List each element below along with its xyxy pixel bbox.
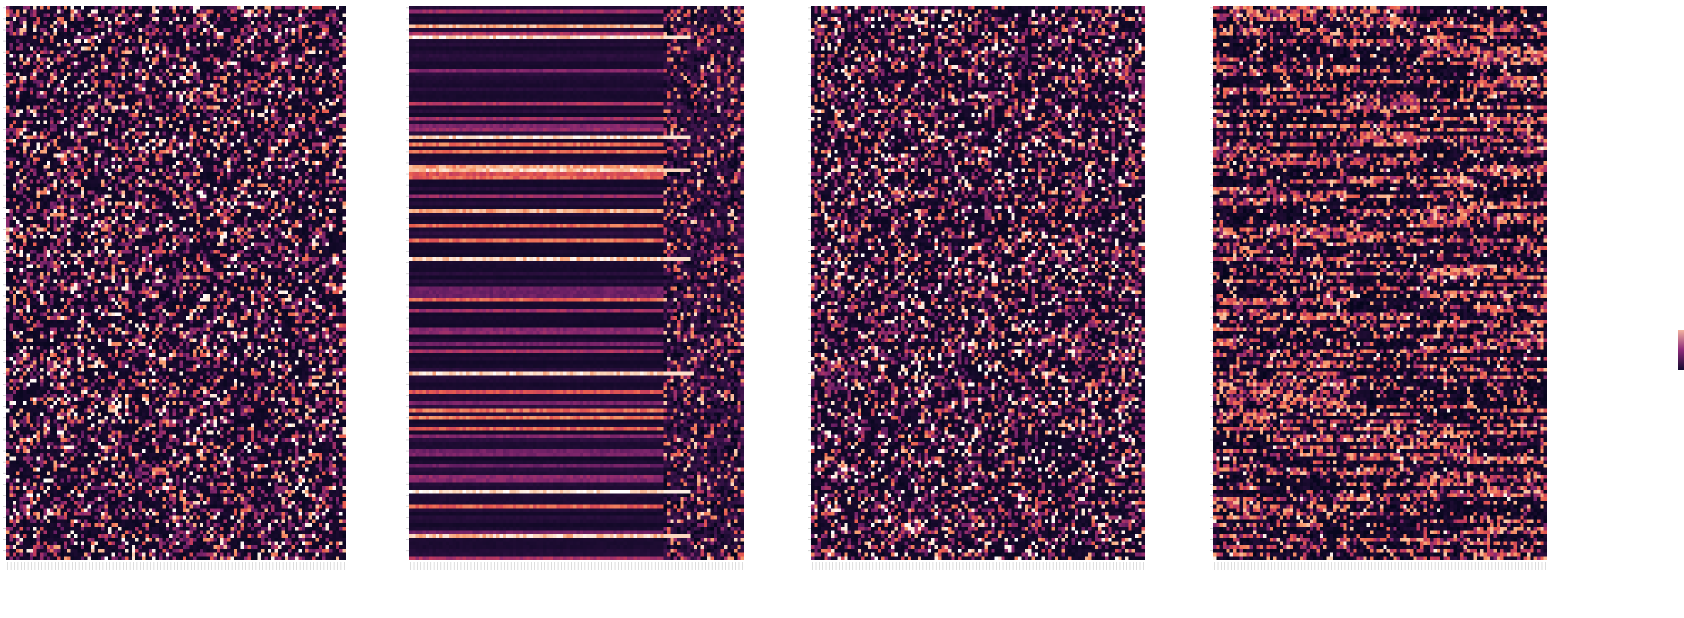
heatmap-panel-3: [808, 6, 1145, 576]
heatmap-ticks: [808, 7, 1144, 570]
heatmap-ticks: [406, 7, 743, 570]
heatmap-ticks: [1210, 7, 1546, 570]
heatmap-panel-2: [406, 6, 744, 576]
colorbar-edge: [1678, 330, 1684, 370]
heatmap-cells: [1213, 6, 1547, 560]
heatmap-cells: [811, 6, 1145, 560]
heatmap-cells: [409, 6, 744, 560]
heatmap-cells: [6, 6, 346, 560]
heatmap-panel-1: [3, 6, 346, 576]
heatmap-panel-4: [1210, 6, 1547, 576]
heatmap-ticks: [3, 7, 345, 570]
